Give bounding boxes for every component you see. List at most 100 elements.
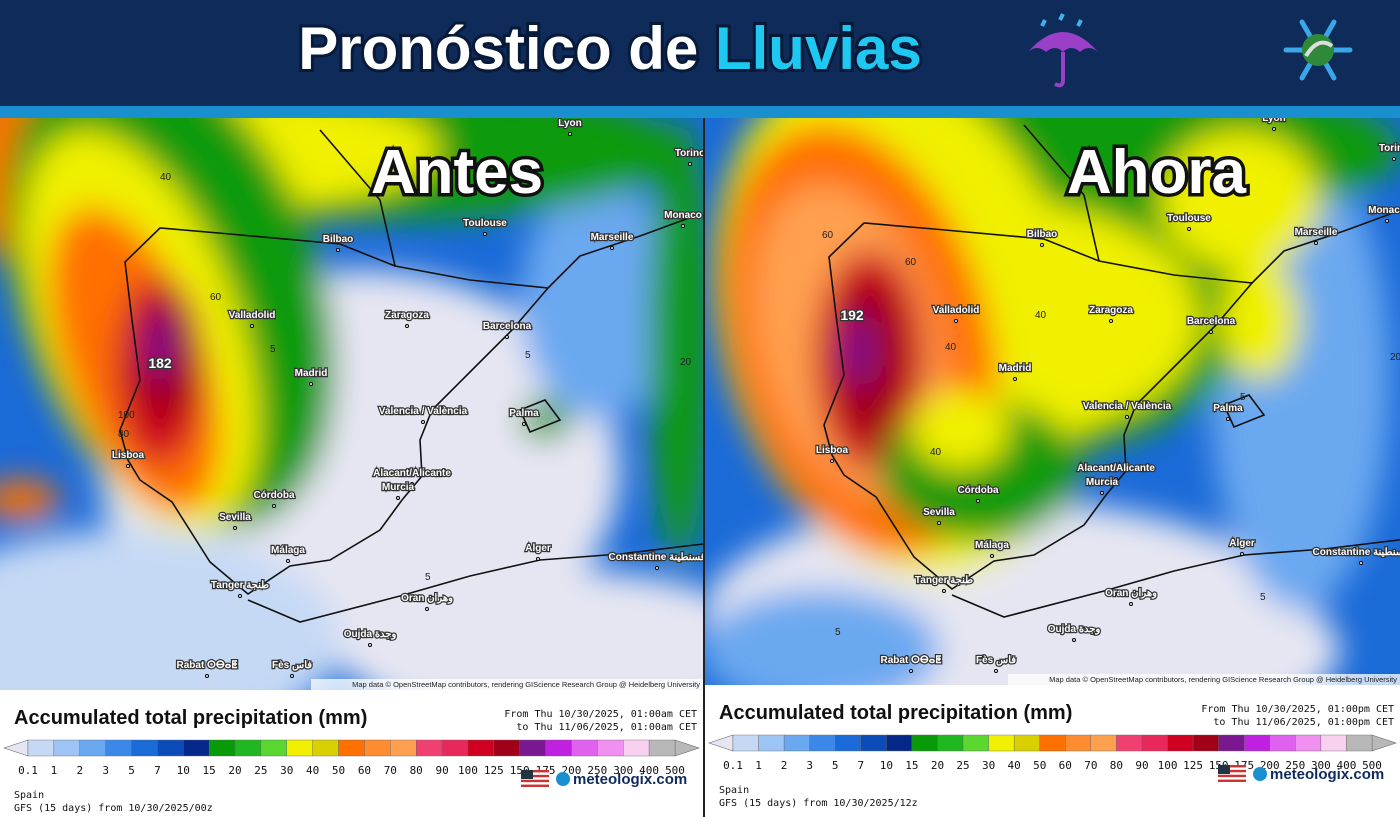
colorbar-cell: [260, 739, 288, 757]
flag-stripe: [521, 777, 549, 780]
header-bg: [0, 0, 1400, 106]
page-title: Pronóstico de Lluvias: [298, 15, 921, 82]
legend-title: Accumulated total precipitation (mm): [14, 707, 367, 729]
precip-area: [1160, 130, 1320, 270]
colorbar-cell: [1295, 734, 1322, 752]
colorbar-cell: [835, 734, 861, 752]
city-label: Tanger طنجة: [211, 580, 269, 591]
scale-label: 500: [665, 764, 685, 777]
precip-area: [910, 390, 1010, 470]
colorbar-cell: [53, 739, 80, 757]
contour-label: 5: [1240, 392, 1246, 403]
city-dot: [1040, 243, 1044, 247]
city-label: Zaragoza: [385, 310, 429, 321]
colorbar-cell: [1346, 734, 1373, 752]
colorbar-cell: [416, 739, 443, 757]
scale-label: 300: [613, 764, 633, 777]
city-dot: [505, 335, 509, 339]
scale-label: 50: [1033, 759, 1046, 772]
colorbar-cell: [1013, 734, 1040, 752]
colorbar-cell: [1039, 734, 1066, 752]
scale-label: 25: [254, 764, 267, 777]
scale-label: 200: [1260, 759, 1280, 772]
scale-label: 60: [1059, 759, 1072, 772]
contour-label: 40: [1035, 310, 1047, 321]
city-label: Torino: [1379, 143, 1400, 154]
city-label: Constantine قسنطينة: [1313, 547, 1400, 558]
precip-area: [1220, 260, 1300, 380]
flag-stripe: [1218, 772, 1246, 775]
umbrella-icon: [1028, 13, 1098, 88]
scale-label: 7: [154, 764, 161, 777]
colorbar-cell: [1065, 734, 1092, 752]
colorbar-cell: [571, 739, 598, 757]
colorbar-cell: [79, 739, 106, 757]
scale-label: 1: [755, 759, 762, 772]
city-dot: [1100, 491, 1104, 495]
peak-value: 192: [840, 307, 864, 323]
city-dot: [1385, 219, 1389, 223]
region: Spain: [14, 790, 44, 801]
scale-label: 70: [1084, 759, 1097, 772]
city-label: Murcia: [382, 482, 415, 493]
brand-icon: [1253, 767, 1267, 781]
flag-stripe: [521, 772, 549, 775]
panel-label: Antes: [371, 138, 543, 207]
scale-label: 80: [1110, 759, 1123, 772]
precip-area: [340, 570, 703, 690]
city-dot: [830, 459, 834, 463]
colorbar-cell: [131, 739, 158, 757]
scale-label: 40: [306, 764, 319, 777]
city-label: Constantine قسنطينة: [609, 552, 706, 563]
contour-label: 100: [118, 410, 135, 421]
coastline: [823, 124, 1400, 618]
colorbar-cell: [545, 739, 572, 757]
scale-label: 125: [484, 764, 504, 777]
city-dot: [1109, 319, 1113, 323]
contour-label: 80: [118, 429, 130, 440]
city-label: Marseille: [1295, 227, 1338, 238]
city-label: Lisboa: [112, 450, 145, 461]
scale-label: 50: [332, 764, 345, 777]
contour-label: 5: [835, 627, 841, 638]
peak-value: 182: [148, 355, 172, 371]
precip-area: [940, 570, 1340, 685]
legend-title: Accumulated total precipitation (mm): [719, 702, 1072, 724]
city-label: Toulouse: [1167, 213, 1211, 224]
city-label: Alger: [525, 543, 551, 554]
city-dot: [937, 521, 941, 525]
scale-label: 400: [639, 764, 659, 777]
colorbar-cell: [286, 739, 313, 757]
city-label: Rabat ⵔⴱⴰⵟ: [880, 655, 941, 666]
scale-label: 30: [982, 759, 995, 772]
credit-bg: [1008, 674, 1400, 685]
scale-label: 20: [931, 759, 944, 772]
colorbar-cell: [732, 734, 759, 752]
city-dot: [425, 607, 429, 611]
city-label: Málaga: [975, 540, 1009, 551]
city-dot: [1392, 157, 1396, 161]
city-label: Alacant/Alicante: [373, 468, 451, 479]
city-label: Torino: [675, 148, 705, 159]
colorbar-cell: [338, 739, 365, 757]
city-dot: [233, 526, 237, 530]
contour-label: 20: [680, 357, 692, 368]
colorbar-cell: [1116, 734, 1143, 752]
colorbar-cell: [648, 739, 676, 757]
city-label: Palma: [509, 408, 539, 419]
colorbar-cell: [157, 739, 184, 757]
city-label: Barcelona: [483, 321, 532, 332]
colorbar-cell: [467, 739, 495, 757]
scale-label: 20: [228, 764, 241, 777]
city-dot: [1129, 602, 1133, 606]
precip-area: [705, 590, 940, 685]
city-dot: [286, 559, 290, 563]
precip-area: [0, 480, 60, 520]
colorbar-cell: [312, 739, 339, 757]
scale-label: 0.1: [18, 764, 38, 777]
city-label: Madrid: [999, 363, 1032, 374]
city-dot: [688, 162, 692, 166]
scale-label: 250: [1285, 759, 1305, 772]
scale-label: 250: [587, 764, 607, 777]
